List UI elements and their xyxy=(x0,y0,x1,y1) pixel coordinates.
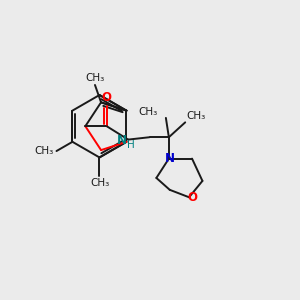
Text: O: O xyxy=(188,191,198,204)
Text: CH₃: CH₃ xyxy=(187,111,206,121)
Text: CH₃: CH₃ xyxy=(35,146,54,156)
Text: CH₃: CH₃ xyxy=(90,178,110,188)
Text: H: H xyxy=(127,140,134,150)
Text: CH₃: CH₃ xyxy=(138,107,158,117)
Text: CH₃: CH₃ xyxy=(85,73,105,83)
Text: N: N xyxy=(164,152,174,165)
Text: O: O xyxy=(101,91,111,104)
Text: N: N xyxy=(117,134,127,147)
